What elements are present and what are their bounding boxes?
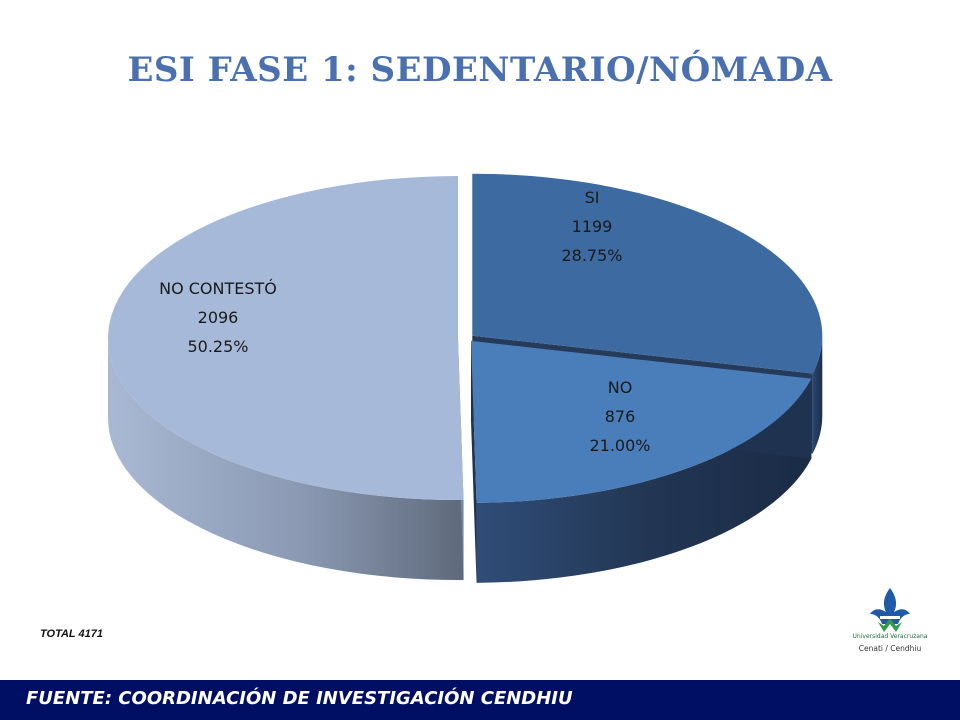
slice-value-text: 2096 <box>198 308 239 327</box>
total-label: TOTAL 4171 <box>40 628 103 640</box>
slice-label-text: NO <box>608 378 633 397</box>
pie-cut-face-no <box>471 340 477 583</box>
slice-value-text: 1199 <box>572 217 613 236</box>
pie-side-si <box>812 335 823 454</box>
slice-label-si: SI 1199 28.75% <box>561 188 622 265</box>
fleur-de-lis-icon <box>870 588 910 632</box>
pie-side-no <box>476 378 812 583</box>
slice-percent-text: 21.00% <box>589 436 650 455</box>
pie-slice-si <box>472 173 823 374</box>
university-logo: Universidad Veracruzana Cenati / Cendhiu <box>840 586 940 670</box>
slice-value-text: 876 <box>605 407 636 426</box>
footer-source: FUENTE: COORDINACIÓN DE INVESTIGACIÓN CE… <box>26 688 573 709</box>
logo-name: Universidad Veracruzana <box>852 633 928 640</box>
footer-bar: FUENTE: COORDINACIÓN DE INVESTIGACIÓN CE… <box>0 680 960 720</box>
pie-side-no-contesto <box>108 338 464 581</box>
logo-subtitle: Cenati / Cendhiu <box>858 644 922 653</box>
page-title: ESI FASE 1: SEDENTARIO/NÓMADA <box>127 50 833 90</box>
pie-slice-no-contesto <box>108 176 464 501</box>
slice-label-no: NO 876 21.00% <box>589 378 650 455</box>
pie-slice-no <box>471 340 812 503</box>
slice-label-text: SI <box>585 188 600 207</box>
slice-percent-text: 28.75% <box>561 246 622 265</box>
slice-label-text: NO CONTESTÓ <box>159 279 277 298</box>
slice-label-no-contesto: NO CONTESTÓ 2096 50.25% <box>159 279 277 356</box>
slice-percent-text: 50.25% <box>187 337 248 356</box>
